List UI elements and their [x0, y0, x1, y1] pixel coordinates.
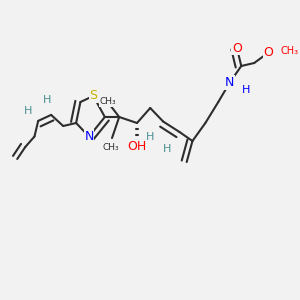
Text: CH₃: CH₃	[280, 46, 299, 56]
Text: H: H	[146, 131, 154, 142]
Text: H: H	[24, 106, 32, 116]
Text: O: O	[264, 46, 274, 59]
Text: OH: OH	[128, 140, 147, 154]
Text: H: H	[242, 85, 250, 95]
Text: CH₃: CH₃	[99, 98, 116, 106]
Text: O: O	[232, 41, 242, 55]
Text: H: H	[162, 143, 171, 154]
Text: H: H	[43, 94, 52, 105]
Text: S: S	[89, 89, 97, 103]
Text: N: N	[84, 130, 94, 143]
Text: N: N	[225, 76, 235, 89]
Text: CH₃: CH₃	[102, 142, 119, 152]
